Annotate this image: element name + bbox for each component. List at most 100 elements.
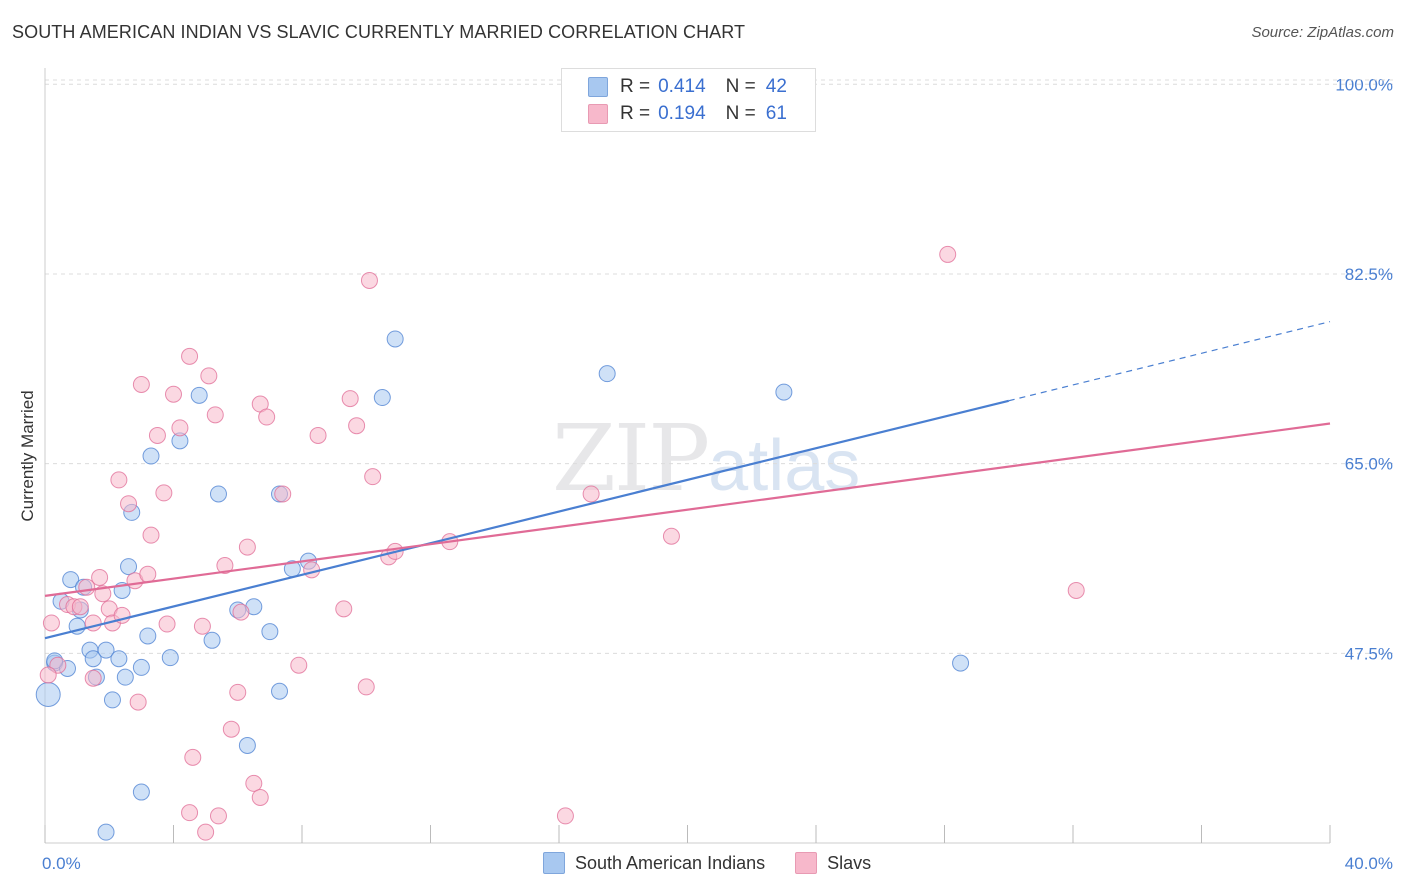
point-slavs <box>84 669 102 687</box>
point-slavs <box>357 678 375 696</box>
point-south-american-indians <box>132 658 150 676</box>
point-south-american-indians <box>97 641 115 659</box>
point-slavs <box>184 748 202 766</box>
point-slavs <box>197 823 215 841</box>
point-slavs <box>662 527 680 545</box>
watermark-atlas: atlas <box>708 426 861 506</box>
trend-line-slavs <box>44 422 1331 597</box>
x-tick-label-max: 40.0% <box>1345 854 1393 873</box>
y-tick-label: 100.0% <box>1335 75 1393 94</box>
legend-r-value: 0.194 <box>658 103 706 124</box>
point-south-american-indians <box>116 668 134 686</box>
point-slavs <box>364 468 382 486</box>
point-slavs <box>1067 581 1085 599</box>
point-south-american-indians <box>238 736 256 754</box>
bottom-legend-item-slavs: Slavs <box>795 852 871 874</box>
point-slavs <box>158 615 176 633</box>
point-slavs <box>274 485 292 503</box>
point-slavs <box>258 408 276 426</box>
legend-r-label: R = <box>620 76 651 97</box>
legend-swatch-pink <box>588 104 608 124</box>
legend-row-slavs: R = 0.194 N = 61 <box>588 102 787 126</box>
point-slavs <box>42 614 60 632</box>
y-tick-label: 47.5% <box>1345 644 1393 663</box>
point-south-american-indians <box>84 650 102 668</box>
point-south-american-indians <box>62 571 80 589</box>
point-slavs <box>209 807 227 825</box>
legend-n-value: 42 <box>765 76 787 97</box>
point-slavs <box>120 495 138 513</box>
point-south-american-indians <box>386 330 404 348</box>
point-south-american-indians <box>132 783 150 801</box>
point-slavs <box>193 617 211 635</box>
point-slavs <box>290 656 308 674</box>
point-south-american-indians <box>271 682 289 700</box>
point-slavs <box>132 376 150 394</box>
y-tick-label: 65.0% <box>1345 455 1393 474</box>
point-south-american-indians <box>97 823 115 841</box>
point-south-american-indians <box>952 654 970 672</box>
bottom-legend-swatch-pink <box>795 852 818 874</box>
point-south-american-indians <box>598 365 616 383</box>
point-slavs <box>165 385 182 403</box>
legend-row-south-american-indians: R = 0.414 N = 42 <box>588 75 787 99</box>
point-south-american-indians <box>120 558 138 576</box>
point-slavs <box>181 804 199 822</box>
point-slavs <box>238 538 256 556</box>
legend: R = 0.414 N = 42 R = 0.194 N = 61 <box>561 68 816 132</box>
point-slavs <box>939 245 957 263</box>
point-slavs <box>110 471 128 489</box>
bottom-legend-item-south-american-indians: South American Indians <box>543 852 765 874</box>
bottom-legend-label: Slavs <box>827 852 872 873</box>
point-south-american-indians <box>775 383 793 401</box>
point-slavs <box>556 807 574 825</box>
bottom-legend: South American Indians Slavs <box>543 852 901 874</box>
trend-line-extension <box>1008 321 1331 402</box>
legend-n-label: N = <box>725 103 756 124</box>
point-slavs <box>335 600 353 618</box>
point-slavs <box>216 557 234 575</box>
point-south-american-indians <box>35 682 61 708</box>
point-south-american-indians <box>209 485 227 503</box>
point-slavs <box>360 271 378 289</box>
legend-n-value: 61 <box>765 103 787 124</box>
point-slavs <box>229 683 247 701</box>
legend-swatch-blue <box>588 77 608 97</box>
point-south-american-indians <box>373 389 391 407</box>
point-south-american-indians <box>190 386 208 404</box>
point-slavs <box>71 598 89 616</box>
point-slavs <box>309 426 327 444</box>
source-label: Source: ZipAtlas.com <box>1251 24 1394 41</box>
point-slavs <box>171 419 189 437</box>
x-tick-label-min: 0.0% <box>42 854 81 873</box>
point-south-american-indians <box>103 691 121 709</box>
point-slavs <box>142 526 160 544</box>
point-south-american-indians <box>261 623 279 641</box>
point-slavs <box>181 347 199 365</box>
point-slavs <box>200 367 218 385</box>
legend-n-label: N = <box>725 76 756 97</box>
point-slavs <box>139 565 157 583</box>
point-south-american-indians <box>203 631 221 649</box>
y-tick-label: 82.5% <box>1345 265 1393 284</box>
chart-title: SOUTH AMERICAN INDIAN VS SLAVIC CURRENTL… <box>12 22 746 42</box>
point-south-american-indians <box>139 627 157 645</box>
point-slavs <box>232 603 250 621</box>
point-south-american-indians <box>161 649 179 667</box>
point-slavs <box>348 417 366 435</box>
point-south-american-indians <box>142 447 160 465</box>
point-slavs <box>155 484 173 502</box>
point-south-american-indians <box>110 650 128 668</box>
bottom-legend-label: South American Indians <box>575 852 766 873</box>
point-slavs <box>222 720 240 738</box>
point-slavs <box>303 561 321 579</box>
point-slavs <box>251 788 269 806</box>
point-slavs <box>206 406 224 424</box>
point-slavs <box>91 568 109 586</box>
trend-line-south-american-indians <box>44 399 1010 640</box>
legend-r-value: 0.414 <box>658 76 706 97</box>
point-slavs <box>582 485 600 503</box>
legend-r-label: R = <box>620 103 651 124</box>
point-slavs <box>341 390 359 408</box>
